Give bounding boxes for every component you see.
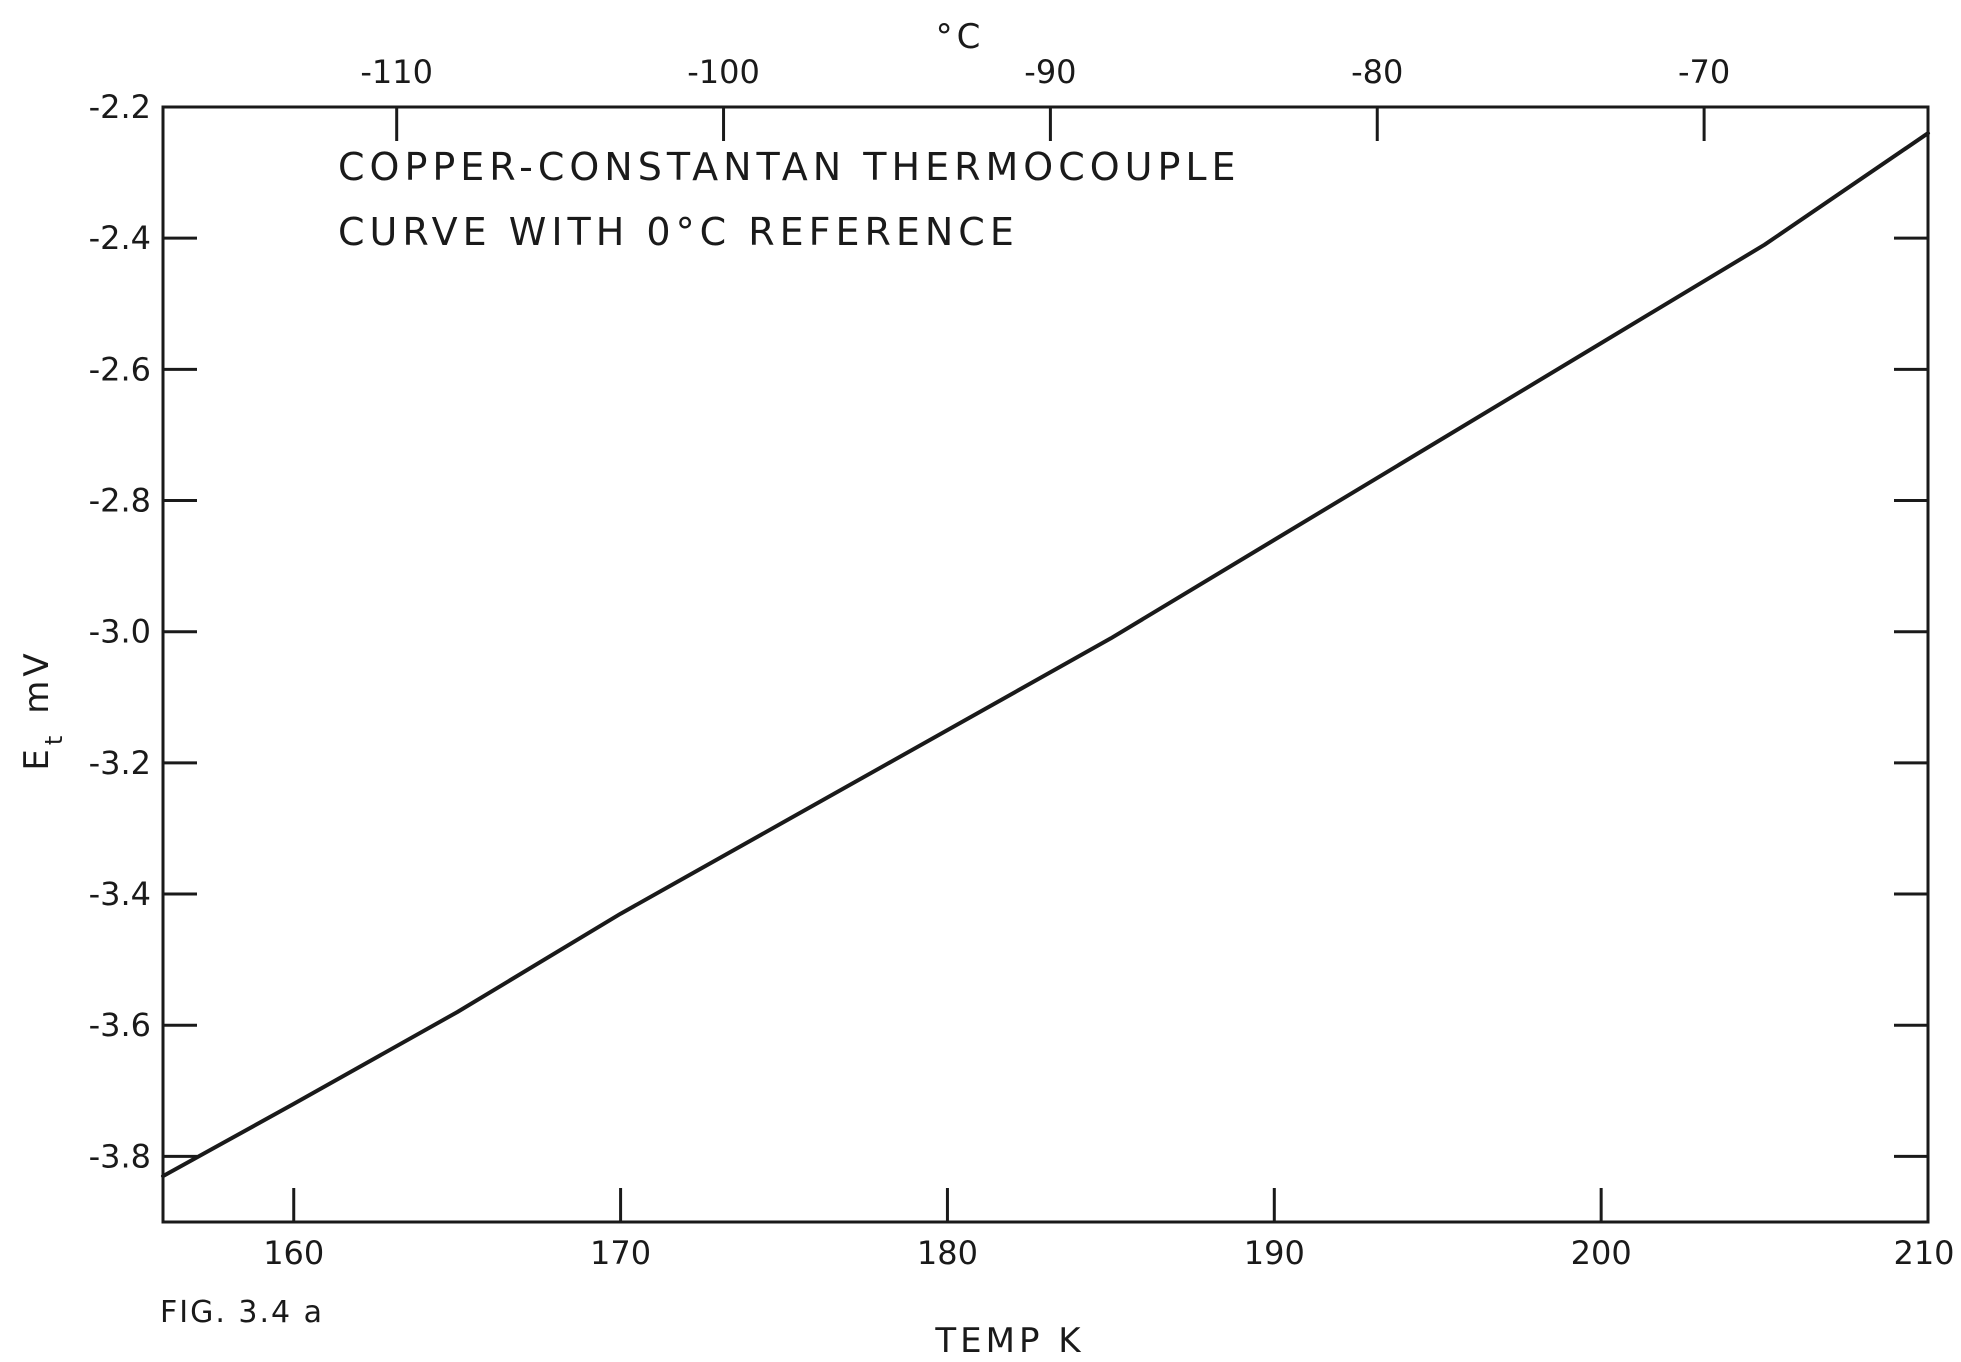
x-tick-label: 200 — [1571, 1234, 1632, 1272]
top-axis-tick-label: -110 — [360, 53, 433, 91]
x-axis-ticks: 160 170 180 190 200 210 — [263, 1188, 1955, 1272]
y-axis-title-text: Et mV — [17, 649, 68, 770]
figure-label: FIG. 3.4 a — [160, 1295, 324, 1330]
top-axis-tick-label: -90 — [1024, 53, 1076, 91]
chart-title-line-2: CURVE WITH 0°C REFERENCE — [338, 210, 1019, 254]
top-axis-title: °C — [936, 17, 985, 57]
plot-frame — [161, 105, 1930, 1224]
x-tick-label: 180 — [917, 1234, 978, 1272]
y-axis-symbol: E — [17, 745, 57, 770]
y-axis-subscript: t — [40, 732, 68, 745]
y-axis-ticks: -2.2 -2.4 -2.6 -2.8 -3.0 -3.2 -3.4 -3.6 -3.8 — [89, 88, 1928, 1175]
x-tick-label: 160 — [263, 1234, 324, 1272]
x-tick-label: 190 — [1244, 1234, 1305, 1272]
y-tick-label: -3.6 — [89, 1006, 151, 1044]
top-axis-ticks: -110 -100 -90 -80 -70 — [360, 53, 1730, 141]
chart-title-line-1: COPPER-CONSTANTAN THERMOCOUPLE — [338, 145, 1241, 189]
series-layer — [161, 131, 1930, 1179]
x-tick-label: 170 — [590, 1234, 651, 1272]
y-tick-label: -2.6 — [89, 350, 151, 388]
series-line — [161, 131, 1930, 1179]
y-tick-label: -3.2 — [89, 744, 151, 782]
y-tick-label: -3.8 — [89, 1137, 151, 1175]
x-tick-label: 210 — [1893, 1234, 1954, 1272]
y-axis-title: Et mV — [17, 649, 68, 770]
top-axis-tick-label: -80 — [1351, 53, 1403, 91]
y-tick-label: -2.4 — [89, 219, 151, 257]
top-axis-tick-label: -70 — [1678, 53, 1730, 91]
y-axis-unit: mV — [17, 649, 57, 713]
y-tick-label: -2.8 — [89, 482, 151, 520]
y-tick-label: -3.0 — [89, 613, 151, 651]
x-axis-title: TEMP K — [934, 1321, 1084, 1361]
y-tick-label: -2.2 — [89, 88, 151, 126]
y-tick-label: -3.4 — [89, 875, 151, 913]
top-axis-tick-label: -100 — [687, 53, 760, 91]
